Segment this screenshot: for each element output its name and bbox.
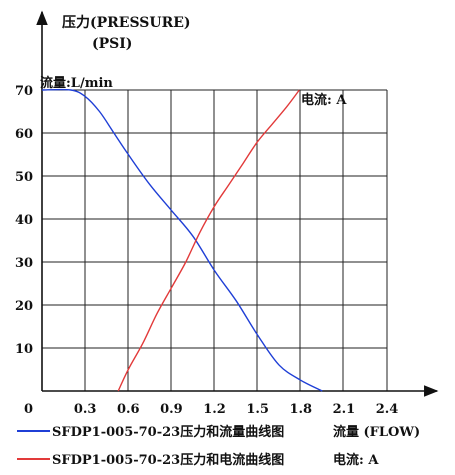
y-tick-label: 20	[15, 299, 33, 314]
x-tick-label: 2.1	[333, 402, 356, 417]
x-tick-label: 2.4	[376, 402, 399, 417]
legend-label-current: SFDP1-005-70-23压力和电流曲线图	[52, 452, 284, 468]
x-tick-labels: 0 0.3 0.6 0.9 1.2 1.5 1.8 2.1 2.4	[24, 402, 398, 417]
y-tick-label: 60	[15, 127, 33, 142]
legend-label-flow: SFDP1-005-70-23压力和流量曲线图	[52, 424, 284, 440]
y-axis-title-line2: (PSI)	[92, 36, 132, 52]
x-tick-label: 1.8	[289, 402, 312, 417]
x-unit-label: 流量:L/min	[40, 75, 113, 91]
x-tick-label: 0.9	[160, 402, 183, 417]
y-tick-label: 40	[15, 213, 33, 228]
x-tick-label: 0.3	[74, 402, 97, 417]
current-pressure-curve	[117, 89, 300, 392]
y-tick-labels: 10 20 30 40 50 60 70	[15, 84, 33, 357]
current-unit-label: 电流: A	[301, 92, 347, 108]
y-axis-title-line1: 压力(PRESSURE)	[62, 14, 191, 31]
y-tick-label: 70	[15, 84, 33, 99]
y-tick-label: 10	[15, 342, 33, 357]
y-tick-label: 30	[15, 256, 33, 271]
series-lines	[41, 88, 323, 392]
legend-right-current: 电流: A	[333, 452, 379, 468]
y-tick-label: 50	[15, 170, 33, 185]
x-tick-label: 0	[24, 402, 33, 417]
x-tick-label: 1.5	[246, 402, 269, 417]
legend: SFDP1-005-70-23压力和流量曲线图 流量 (FLOW) SFDP1-…	[17, 424, 420, 468]
x-tick-label: 1.2	[203, 402, 226, 417]
legend-right-flow: 流量 (FLOW)	[333, 424, 420, 440]
flow-pressure-curve	[41, 88, 323, 392]
x-tick-label: 0.6	[117, 402, 140, 417]
grid	[41, 89, 388, 391]
